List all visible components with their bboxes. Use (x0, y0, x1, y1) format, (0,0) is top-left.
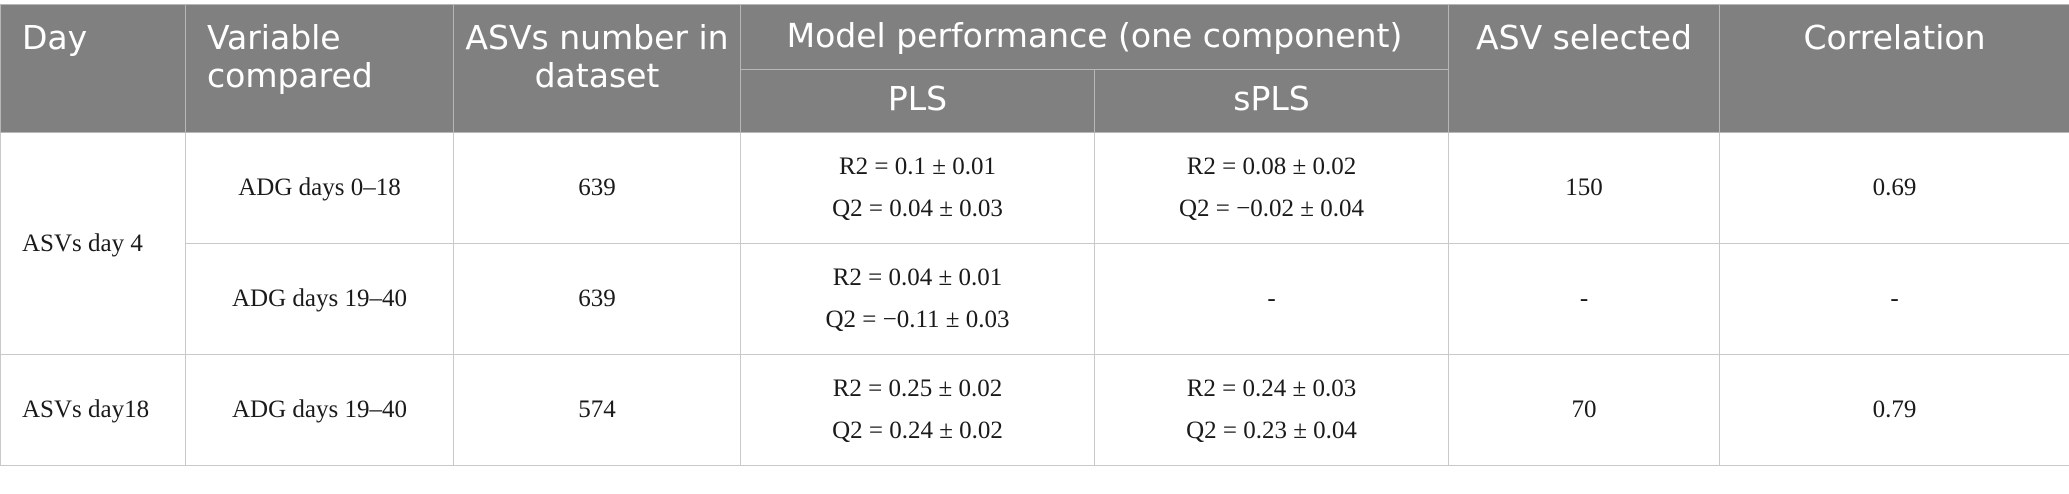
header-row-1: Day Variable compared ASVs number in dat… (0, 4, 2069, 133)
cell-variable: ADG days 19–40 (185, 243, 454, 355)
cell-spls: R2 = 0.24 ± 0.03 Q2 = 0.23 ± 0.04 (1094, 354, 1449, 466)
cell-asv-number: 639 (453, 243, 741, 355)
cell-day: ASVs day18 (0, 354, 186, 466)
cell-correlation: 0.69 (1719, 132, 2069, 244)
cell-variable: ADG days 0–18 (185, 132, 454, 244)
cell-asv-number: 639 (453, 132, 741, 244)
cell-spls: - (1094, 243, 1449, 355)
cell-pls: R2 = 0.1 ± 0.01 Q2 = 0.04 ± 0.03 (740, 132, 1095, 244)
table-row: ASVs day18 ADG days 19–40 574 R2 = 0.25 … (0, 354, 2069, 466)
table-row: ASVs day 4 ADG days 0–18 639 R2 = 0.1 ± … (0, 132, 2069, 355)
results-table-container: Day Variable compared ASVs number in dat… (0, 4, 2069, 466)
cell-asv-selected: 70 (1448, 354, 1720, 466)
header-asv-number: ASVs number in dataset (453, 4, 741, 133)
pls-r2-value: R2 = 0.04 ± 0.01 (832, 264, 1003, 291)
pls-r2-value: R2 = 0.25 ± 0.02 (832, 375, 1003, 402)
cell-spls: R2 = 0.08 ± 0.02 Q2 = −0.02 ± 0.04 (1094, 132, 1449, 244)
pls-q2-value: Q2 = 0.24 ± 0.02 (832, 417, 1003, 444)
pls-q2-value: Q2 = −0.11 ± 0.03 (825, 306, 1010, 333)
header-asv-selected: ASV selected (1448, 4, 1720, 133)
header-variable-compared: Variable compared (185, 4, 454, 133)
header-spls: sPLS (1094, 69, 1449, 133)
cell-correlation: 0.79 (1719, 354, 2069, 466)
model-performance-table: Day Variable compared ASVs number in dat… (0, 4, 2069, 466)
header-row-2: PLS sPLS (1, 69, 2069, 133)
cell-asv-selected: - (1448, 243, 1720, 355)
cell-pls: R2 = 0.25 ± 0.02 Q2 = 0.24 ± 0.02 (740, 354, 1095, 466)
pls-r2-value: R2 = 0.1 ± 0.01 (839, 153, 996, 180)
table-header: Day Variable compared ASVs number in dat… (0, 4, 2069, 133)
spls-q2-value: Q2 = −0.02 ± 0.04 (1179, 195, 1364, 222)
table-body: ASVs day 4 ADG days 0–18 639 R2 = 0.1 ± … (0, 132, 2069, 466)
table-row: ADG days 19–40 639 R2 = 0.04 ± 0.01 Q2 =… (1, 243, 2069, 355)
cell-asv-number: 574 (453, 354, 741, 466)
header-day: Day (0, 4, 186, 133)
cell-variable: ADG days 19–40 (185, 354, 454, 466)
header-pls: PLS (740, 69, 1095, 133)
spls-r2-value: R2 = 0.24 ± 0.03 (1186, 375, 1357, 402)
header-model-performance: Model performance (one component) (740, 4, 1449, 70)
cell-pls: R2 = 0.04 ± 0.01 Q2 = −0.11 ± 0.03 (740, 243, 1095, 355)
spls-q2-value: Q2 = 0.23 ± 0.04 (1186, 417, 1357, 444)
cell-asv-selected: 150 (1448, 132, 1720, 244)
pls-q2-value: Q2 = 0.04 ± 0.03 (832, 195, 1003, 222)
cell-day: ASVs day 4 (0, 132, 186, 355)
spls-r2-value: R2 = 0.08 ± 0.02 (1186, 153, 1357, 180)
header-correlation: Correlation (1719, 4, 2069, 133)
cell-correlation: - (1719, 243, 2069, 355)
